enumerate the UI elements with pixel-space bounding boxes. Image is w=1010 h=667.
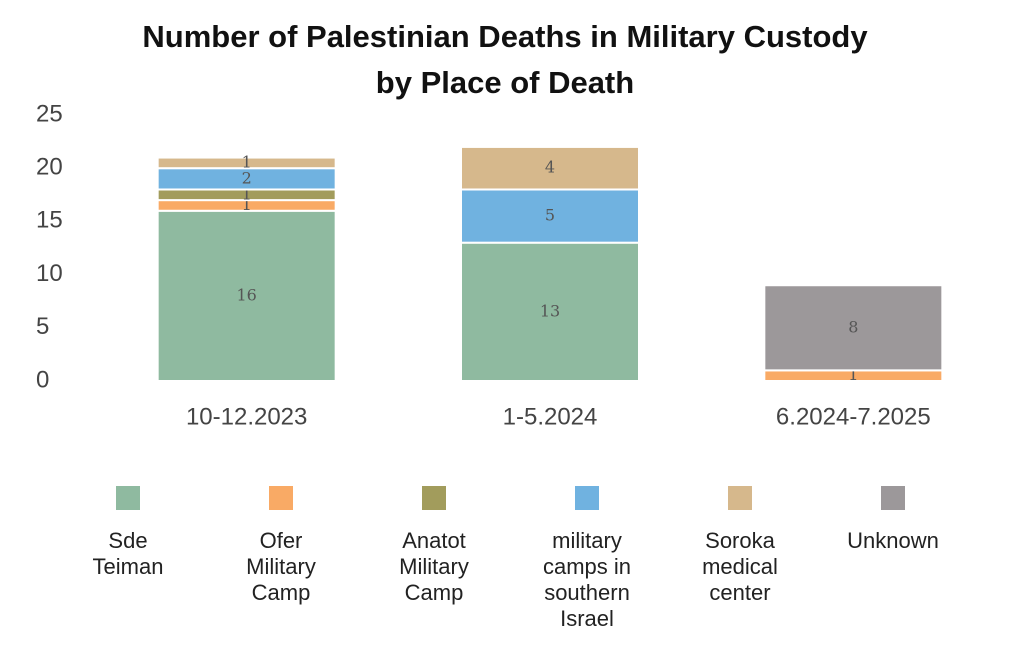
bar-segment: [156, 156, 337, 170]
data-label: 4: [545, 158, 555, 177]
legend-label: Sde Teiman: [92, 528, 164, 579]
bar-segment: [460, 241, 640, 382]
data-label: 16: [236, 285, 256, 304]
legend: Sde Teiman Ofer Military Camp Anatot Milit…: [0, 486, 1010, 656]
data-label: 1: [242, 152, 252, 171]
legend-swatch: [575, 486, 599, 510]
y-tick-label: 10: [36, 260, 63, 287]
chart-title: Number of Palestinian Deaths in Military…: [142, 19, 868, 100]
data-label: 13: [540, 301, 560, 320]
legend-item: military camps in southern Israel: [517, 486, 657, 632]
bar-segment: [460, 188, 640, 244]
legend-swatch: [728, 486, 752, 510]
y-tick-label: 25: [36, 100, 63, 127]
y-tick-label: 20: [36, 154, 63, 181]
data-label: 5: [545, 206, 555, 225]
legend-item: Soroka medical center: [670, 486, 810, 606]
legend-swatch: [269, 486, 293, 510]
legend-swatch: [881, 486, 905, 510]
x-tick-label: 6.2024-7.2025: [776, 403, 931, 430]
legend-label: Ofer Military Camp: [246, 528, 316, 605]
legend-label: Anatot Military Camp: [399, 528, 469, 605]
x-tick-label: 1-5.2024: [503, 403, 598, 430]
y-tick-label: 5: [36, 313, 49, 340]
x-tick-label: 10-12.2023: [186, 403, 307, 430]
data-label: 2: [242, 168, 252, 187]
legend-label: Unknown: [847, 528, 939, 553]
data-label: 1: [242, 184, 252, 203]
y-tick-label: 0: [36, 366, 49, 393]
legend-item: Unknown: [823, 486, 963, 554]
data-label: 1: [848, 365, 858, 384]
legend-item: Sde Teiman: [58, 486, 198, 580]
legend-label: military camps in southern Israel: [542, 528, 632, 631]
legend-item: Anatot Military Camp: [364, 486, 504, 606]
legend-swatch: [116, 486, 140, 510]
bar-segment: [156, 209, 337, 382]
legend-item: Ofer Military Camp: [211, 486, 351, 606]
data-label: 1: [242, 195, 252, 214]
data-label: 8: [848, 317, 858, 336]
plot: 051015202510-12.20231611211-5.202413546.…: [36, 100, 944, 430]
y-tick-label: 15: [36, 207, 63, 234]
bar-segment: [460, 145, 640, 191]
legend-label: Soroka medical center: [702, 528, 778, 605]
legend-swatch: [422, 486, 446, 510]
bar-segment: [763, 284, 944, 372]
